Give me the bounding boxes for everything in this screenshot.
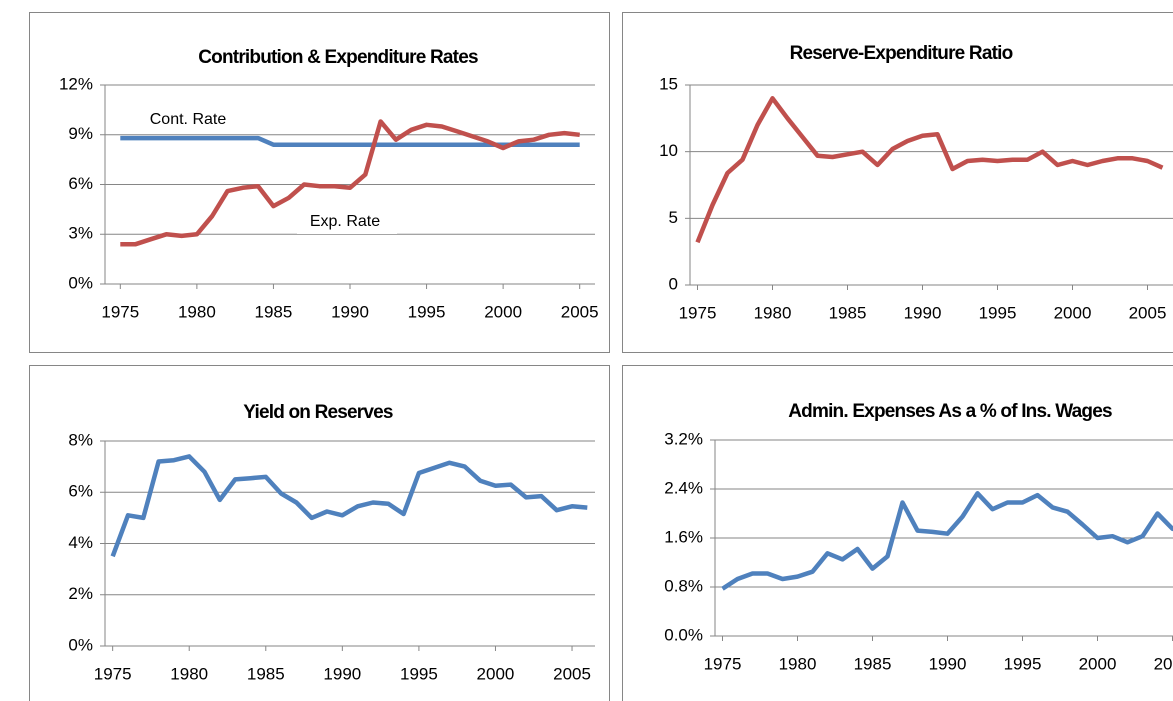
y-tick-label: 3% bbox=[68, 224, 93, 243]
y-tick-label: 0 bbox=[669, 274, 678, 293]
x-tick-label: 1980 bbox=[779, 654, 817, 673]
y-tick-label: 0.8% bbox=[664, 576, 703, 595]
x-tick-label: 2005 bbox=[561, 302, 599, 321]
x-tick-label: 1985 bbox=[247, 664, 285, 683]
series-label: Cont. Rate bbox=[150, 111, 227, 128]
x-tick-label: 2000 bbox=[1079, 654, 1117, 673]
y-tick-label: 6% bbox=[68, 174, 93, 193]
x-tick-label: 1985 bbox=[255, 302, 293, 321]
x-tick-label: 1995 bbox=[979, 303, 1017, 322]
y-tick-label: 1.6% bbox=[664, 527, 703, 546]
y-tick-label: 9% bbox=[68, 124, 93, 143]
x-tick-label: 1980 bbox=[170, 664, 208, 683]
panel-frame bbox=[622, 365, 1173, 701]
x-tick-label: 2005 bbox=[1154, 654, 1173, 673]
x-tick-label: 2000 bbox=[1054, 303, 1092, 322]
y-tick-label: 8% bbox=[68, 430, 93, 449]
x-tick-label: 1975 bbox=[679, 303, 717, 322]
chart-title: Admin. Expenses As a % of Ins. Wages bbox=[788, 401, 1112, 422]
series-line bbox=[721, 491, 1173, 591]
series-line bbox=[120, 135, 580, 147]
series-label: Exp. Rate bbox=[310, 213, 380, 230]
chart-title: Contribution & Expenditure Rates bbox=[198, 47, 478, 68]
x-tick-label: 1995 bbox=[408, 302, 446, 321]
chart-title: Reserve-Expenditure Ratio bbox=[790, 43, 1013, 64]
y-tick-label: 0.0% bbox=[664, 625, 703, 644]
panels bbox=[29, 12, 1173, 701]
y-tick-label: 0% bbox=[68, 273, 93, 292]
y-tick-label: 2% bbox=[68, 584, 93, 603]
x-tick-label: 1995 bbox=[1004, 654, 1042, 673]
x-tick-label: 1995 bbox=[400, 664, 438, 683]
y-tick-label: 3.2% bbox=[664, 429, 703, 448]
y-tick-label: 12% bbox=[59, 74, 93, 93]
x-tick-label: 2000 bbox=[477, 664, 515, 683]
series-line bbox=[120, 119, 580, 247]
x-tick-label: 1975 bbox=[704, 654, 742, 673]
chart-title: Yield on Reserves bbox=[243, 402, 393, 423]
x-tick-label: 1985 bbox=[829, 303, 867, 322]
series-line bbox=[695, 96, 1164, 244]
panel-frame bbox=[29, 12, 610, 353]
label-bg bbox=[297, 210, 397, 234]
y-tick-label: 6% bbox=[68, 482, 93, 501]
x-tick-label: 1990 bbox=[331, 302, 369, 321]
x-tick-label: 1980 bbox=[178, 302, 216, 321]
x-tick-label: 2005 bbox=[553, 664, 591, 683]
x-tick-label: 1975 bbox=[94, 664, 132, 683]
y-tick-label: 15 bbox=[659, 74, 678, 93]
x-tick-label: 1990 bbox=[323, 664, 361, 683]
y-tick-label: 5 bbox=[669, 208, 678, 227]
x-tick-label: 1990 bbox=[904, 303, 942, 322]
x-tick-label: 2000 bbox=[484, 302, 522, 321]
series-line bbox=[110, 454, 588, 558]
x-tick-label: 1980 bbox=[754, 303, 792, 322]
y-tick-label: 4% bbox=[68, 533, 93, 552]
panel-frame bbox=[29, 365, 610, 701]
y-tick-label: 10 bbox=[659, 141, 678, 160]
x-tick-label: 2005 bbox=[1129, 303, 1167, 322]
x-tick-label: 1990 bbox=[929, 654, 967, 673]
x-tick-label: 1985 bbox=[854, 654, 892, 673]
y-tick-label: 2.4% bbox=[664, 478, 703, 497]
y-tick-label: 0% bbox=[68, 635, 93, 654]
panel-frame bbox=[622, 12, 1173, 353]
x-tick-label: 1975 bbox=[101, 302, 139, 321]
